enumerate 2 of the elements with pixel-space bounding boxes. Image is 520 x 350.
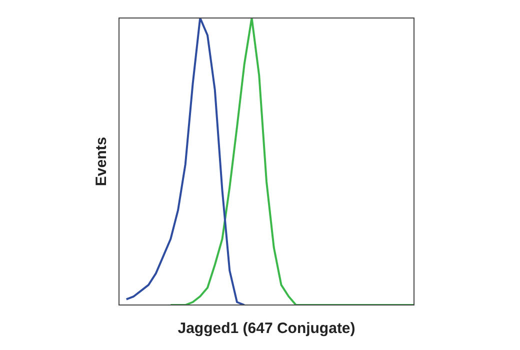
x-axis-title: Jagged1 (647 Conjugate) [178,320,356,338]
y-axis-title: Events [93,136,110,186]
